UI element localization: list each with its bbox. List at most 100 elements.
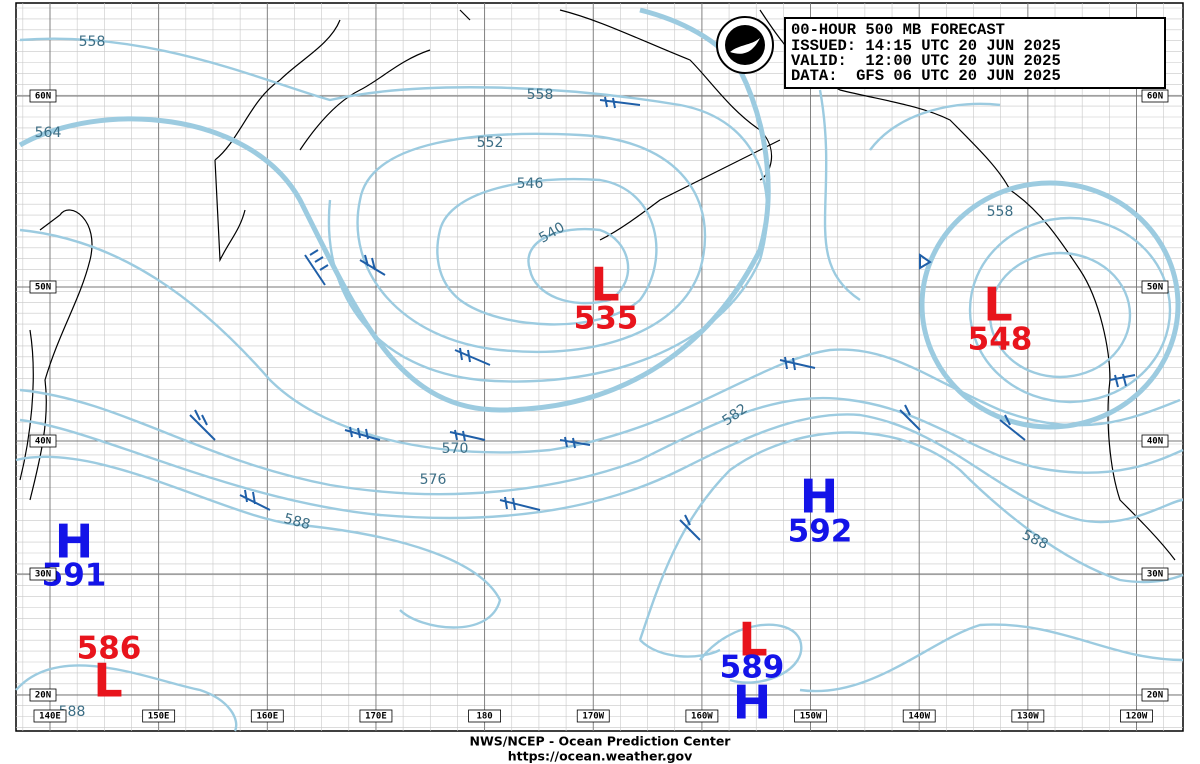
longitude-label: 160W: [691, 712, 713, 722]
contours: [15, 7, 1184, 732]
contour: [356, 132, 707, 354]
wind-barb: [559, 436, 591, 449]
contour: [799, 623, 1184, 693]
wind-barb: [679, 514, 701, 541]
longitude-label: 150E: [148, 712, 170, 722]
center-letter: H: [733, 676, 772, 730]
contour: [19, 37, 769, 383]
label-box: [1141, 280, 1169, 294]
label-box: [29, 434, 57, 448]
center-value: 586: [77, 631, 142, 667]
wind-barb: [499, 496, 541, 511]
contour: [968, 216, 1172, 404]
longitude-label: 150W: [800, 712, 822, 722]
contour: [527, 227, 630, 305]
wind-barb: [1109, 373, 1136, 388]
center-letter: L: [590, 258, 619, 312]
wind-barb: [344, 426, 381, 441]
contour-label: 588: [282, 511, 312, 533]
label-box: [794, 709, 827, 723]
contour: [15, 455, 502, 629]
center-letter: L: [983, 278, 1012, 332]
label-box: [1141, 567, 1169, 581]
contour: [19, 388, 1184, 496]
label-box: [902, 709, 936, 723]
label-box: [29, 567, 57, 581]
header-line: 00-HOUR 500 MB FORECAST: [791, 21, 1005, 39]
label-box: [1120, 709, 1153, 723]
wind-barb: [239, 489, 271, 511]
contour-label: 552: [477, 135, 504, 151]
label-box: [1141, 688, 1169, 702]
wind-barb: [999, 414, 1026, 441]
label-box: [33, 709, 67, 723]
label-box: [250, 709, 284, 723]
label-box: [468, 709, 502, 723]
contour-label: 564: [35, 125, 62, 141]
map-frame: [15, 2, 1184, 732]
wind-barb: [449, 429, 486, 442]
header-line: VALID: 12:00 UTC 20 JUN 2025: [791, 52, 1061, 70]
wind-barb: [304, 249, 329, 286]
header-box: 00-HOUR 500 MB FORECAST ISSUED: 14:15 UT…: [784, 17, 1166, 89]
label-box: [29, 280, 57, 294]
wind-barb: [454, 347, 491, 366]
contour: [818, 89, 1001, 301]
coastlines: [19, 9, 1176, 561]
contour-label: 570: [442, 441, 469, 457]
longitude-label: 170W: [582, 712, 604, 722]
header-line: DATA: GFS 06 UTC 20 JUN 2025: [791, 67, 1061, 85]
label-box: [359, 709, 393, 723]
contour: [19, 413, 1184, 524]
label-box: [1011, 709, 1045, 723]
center-letter: H: [800, 470, 839, 524]
center-value: 535: [574, 301, 639, 337]
wind-barb: [189, 409, 216, 441]
longitude-label: 140E: [39, 712, 61, 722]
contour: [988, 251, 1132, 379]
latitude-label: 20N: [35, 691, 51, 701]
contour: [15, 664, 238, 732]
label-box: [685, 709, 719, 723]
longitude-label: 160E: [256, 712, 278, 722]
footer-line: https://ocean.weather.gov: [508, 749, 693, 764]
label-box: [29, 89, 57, 103]
longitude-label: 140W: [908, 712, 930, 722]
center-value: 589: [720, 650, 785, 686]
wind-barb: [599, 96, 641, 109]
center-value: 548: [968, 322, 1033, 358]
contour: [18, 7, 771, 413]
label-box: [576, 709, 610, 723]
contour-label: 546: [517, 176, 544, 192]
axis-labels: 60N 60N 50N 50N 40N 40N 30N 30N 20N 20N 140E 150E 16…: [29, 89, 1169, 723]
latitude-label: 30N: [1147, 570, 1163, 580]
pressure-centers: L 535 L 548 H 592 H 591 586 L L 589 H: [42, 258, 1033, 730]
latitude-label: 40N: [1147, 437, 1163, 447]
label-box: [1141, 89, 1169, 103]
wind-barb: [359, 254, 386, 276]
label-box: [142, 709, 176, 723]
latitude-label: 30N: [35, 570, 51, 580]
contour: [639, 623, 803, 684]
latitude-label: 60N: [1147, 92, 1163, 102]
label-box: [29, 688, 57, 702]
contour-label: 576: [420, 472, 447, 488]
longitude-label: 180: [476, 712, 492, 722]
center-value: 592: [788, 514, 853, 550]
center-letter: H: [55, 515, 94, 569]
latitude-label: 60N: [35, 92, 51, 102]
noaa-logo: [716, 16, 774, 74]
contour: [436, 177, 658, 326]
contour-label: 558: [527, 87, 554, 103]
contour-label: 558: [79, 34, 106, 50]
logo-bird: [730, 38, 760, 54]
longitude-label: 130W: [1017, 712, 1039, 722]
contour-label: 558: [987, 204, 1014, 220]
header-line: ISSUED: 14:15 UTC 20 JUN 2025: [791, 37, 1061, 55]
wind-barb: [779, 356, 816, 371]
coastline: [19, 9, 1176, 561]
footer-line: NWS/NCEP - Ocean Prediction Center: [470, 734, 732, 749]
label-box: [1141, 434, 1169, 448]
header-frame: [784, 17, 1166, 89]
